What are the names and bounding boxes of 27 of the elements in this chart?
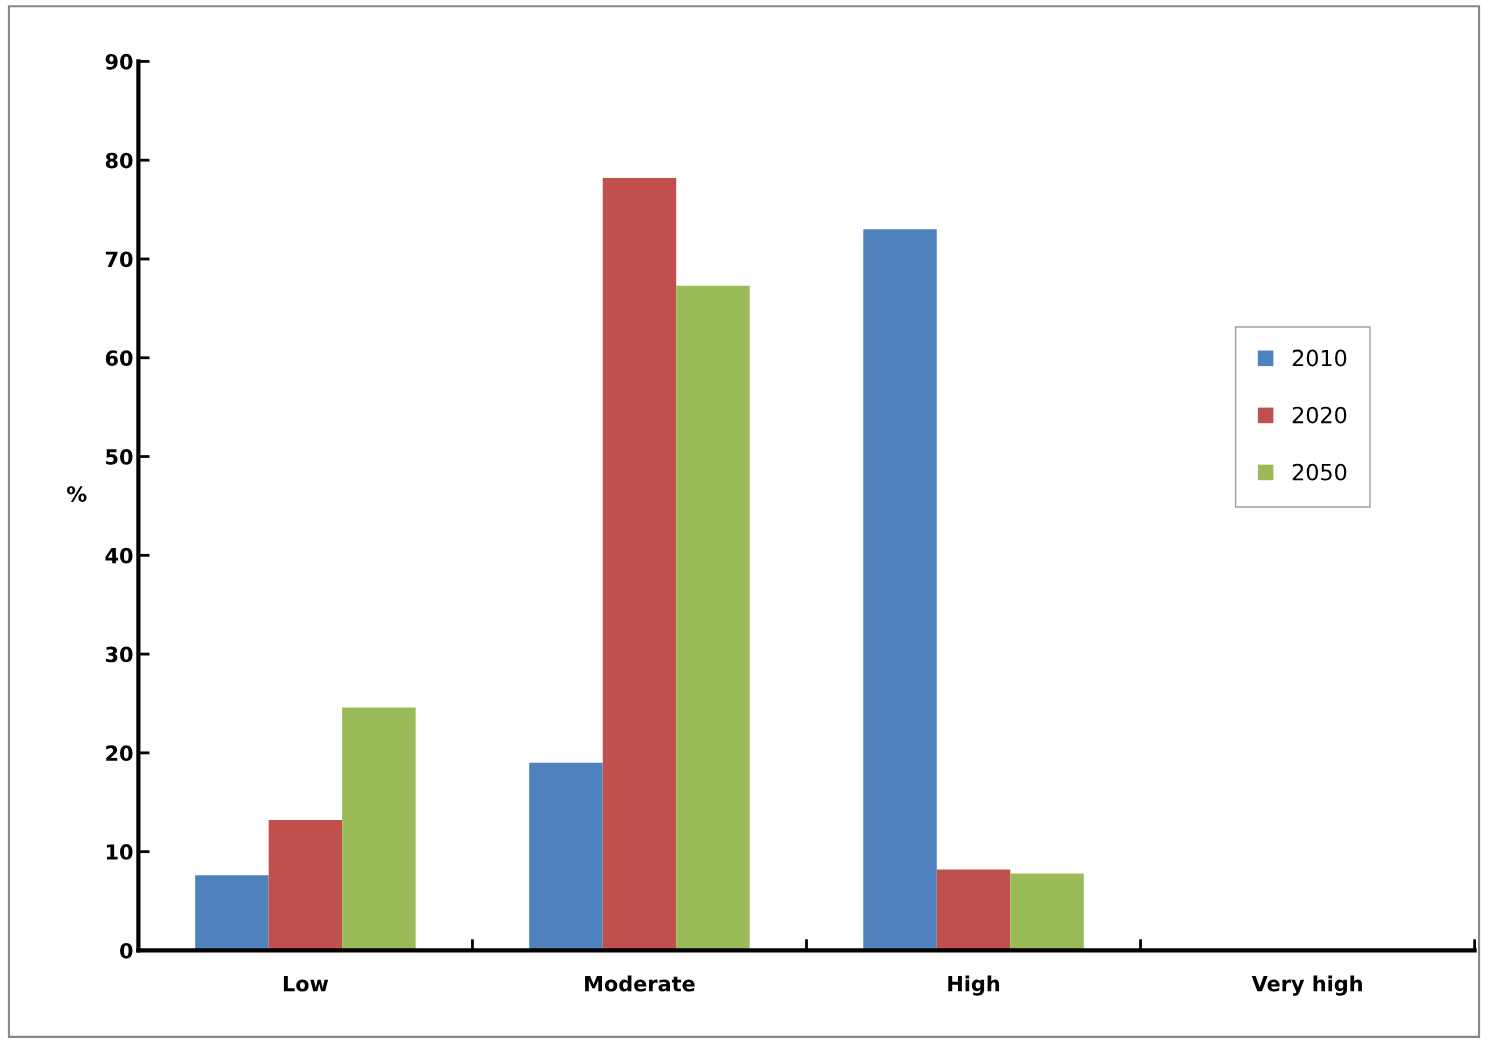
x-tick-label: Very high: [1251, 975, 1362, 996]
bar: [676, 285, 750, 951]
bar: [195, 875, 269, 951]
y-axis-title: %: [66, 486, 87, 502]
y-tick-label: 90: [105, 53, 133, 70]
x-tick-label: High: [948, 975, 1000, 996]
bar: [863, 229, 937, 951]
y-tick-label: 20: [106, 745, 133, 762]
bar: [268, 820, 343, 951]
y-tick-label: 70: [105, 251, 133, 268]
bar: [342, 707, 416, 951]
y-tick-label: 10: [106, 844, 133, 860]
x-tick-label: Low: [283, 976, 329, 992]
x-tick-label: Moderate: [585, 975, 695, 992]
y-tick-label: 60: [105, 350, 133, 366]
y-tick-label: 30: [105, 646, 133, 663]
bar: [602, 177, 677, 951]
y-tick-label: 80: [105, 152, 133, 169]
legend-label: 2050: [1292, 463, 1347, 481]
bar: [1010, 873, 1084, 951]
y-tick-label: 40: [105, 547, 133, 564]
legend-label: 2010: [1292, 349, 1347, 367]
bar: [936, 869, 1011, 951]
y-tick-label: 0: [120, 942, 133, 959]
y-tick-label: 50: [106, 448, 133, 465]
legend-label: 2020: [1292, 406, 1347, 424]
bar: [529, 762, 603, 951]
